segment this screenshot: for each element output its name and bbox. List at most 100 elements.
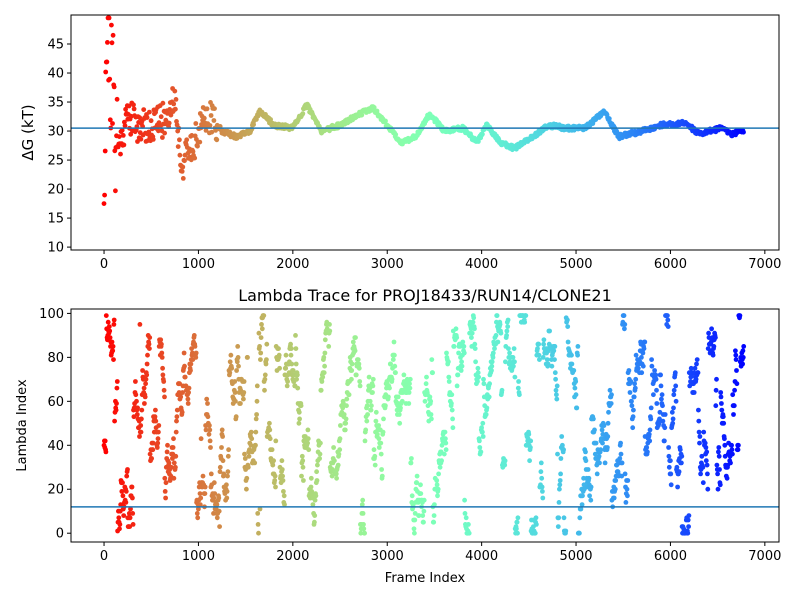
- lambda-point: [261, 313, 267, 318]
- lambda-point: [446, 379, 452, 384]
- lambda-point: [254, 412, 259, 417]
- lambda-point: [123, 489, 129, 494]
- lambda-point: [264, 341, 270, 347]
- lambda-point: [114, 385, 120, 391]
- lambda-point: [429, 416, 434, 422]
- lambda-point: [455, 372, 461, 378]
- lambda-point: [153, 418, 159, 424]
- lambda-point: [137, 434, 142, 439]
- lambda-point: [326, 344, 332, 349]
- lambda-point: [505, 317, 511, 323]
- lambda-point: [357, 383, 363, 389]
- lambda-point: [671, 405, 676, 411]
- delta-g-point: [171, 101, 177, 107]
- lambda-point: [740, 361, 745, 367]
- delta-g-point: [137, 115, 143, 121]
- lambda-point: [563, 528, 569, 534]
- lambda-point: [555, 524, 561, 529]
- delta-g-point: [116, 134, 122, 140]
- lambda-point: [283, 352, 289, 358]
- lambda-point: [253, 429, 259, 435]
- lambda-point: [729, 442, 734, 448]
- lambda-point: [704, 449, 710, 455]
- lambda-point: [272, 473, 278, 479]
- lambda-point: [174, 414, 180, 420]
- lambda-point: [322, 363, 327, 369]
- lambda-point: [375, 431, 380, 437]
- lambda-point: [583, 458, 589, 464]
- lambda-point: [657, 416, 662, 422]
- lambda-point: [505, 324, 511, 329]
- lambda-point: [356, 361, 362, 367]
- lambda-point: [225, 469, 231, 475]
- lambda-point: [575, 352, 580, 358]
- lambda-point: [461, 350, 467, 356]
- lambda-point: [494, 313, 500, 318]
- lambda-point: [555, 451, 560, 457]
- lambda-point: [359, 502, 365, 507]
- lambda-point: [490, 355, 496, 360]
- lambda-point: [503, 359, 508, 365]
- lambda-point: [378, 451, 384, 457]
- delta-g-point: [126, 103, 132, 109]
- lambda-point: [110, 344, 116, 349]
- lambda-point: [611, 495, 617, 501]
- lambda-point: [322, 350, 328, 356]
- lambda-point: [212, 491, 218, 496]
- lambda-point: [192, 344, 198, 349]
- lambda-point: [211, 480, 217, 486]
- lambda-point: [585, 467, 591, 472]
- lambda-point: [583, 449, 588, 455]
- delta-g-point: [197, 139, 203, 145]
- lambda-point: [186, 390, 192, 395]
- delta-g-point: [113, 188, 118, 194]
- lambda-point: [414, 480, 420, 486]
- y-tick-label: 10: [47, 241, 64, 256]
- lambda-point: [715, 471, 720, 477]
- lambda-point: [551, 348, 557, 354]
- lambda-x-ticks: 0 1000 2000 3000 4000 5000 6000 7000: [100, 542, 781, 564]
- lambda-point: [202, 491, 208, 496]
- lambda-point: [224, 489, 230, 494]
- lambda-point: [343, 420, 349, 426]
- lambda-point: [733, 348, 738, 354]
- lambda-point: [535, 346, 540, 351]
- lambda-point: [147, 335, 153, 340]
- lambda-point: [554, 383, 560, 389]
- lambda-point: [449, 392, 455, 398]
- lambda-point: [686, 524, 691, 529]
- lambda-point: [281, 493, 287, 499]
- lambda-point: [574, 405, 580, 411]
- lambda-point: [512, 374, 518, 380]
- lambda-point: [228, 352, 234, 358]
- lambda-point: [626, 368, 632, 373]
- lambda-point: [159, 355, 165, 360]
- lambda-point: [483, 412, 489, 417]
- lambda-point: [514, 519, 520, 525]
- delta-g-point: [102, 192, 107, 198]
- lambda-point: [511, 363, 516, 369]
- lambda-point: [731, 412, 736, 417]
- lambda-point: [424, 374, 429, 380]
- y-tick-label: 45: [47, 38, 64, 53]
- lambda-point: [161, 387, 167, 393]
- lambda-point: [245, 464, 251, 470]
- lambda-point: [662, 438, 667, 444]
- lambda-point: [343, 416, 349, 422]
- delta-g-point: [606, 116, 612, 121]
- lambda-point: [370, 390, 375, 395]
- lambda-point: [249, 436, 255, 442]
- lambda-point: [396, 412, 402, 417]
- lambda-point: [624, 486, 630, 492]
- lambda-point: [321, 355, 327, 360]
- lambda-point: [174, 418, 179, 424]
- lambda-point: [629, 403, 635, 409]
- lambda-point: [340, 405, 346, 411]
- lambda-point: [466, 530, 472, 536]
- lambda-point: [293, 361, 299, 367]
- lambda-point: [225, 453, 231, 459]
- lambda-point: [628, 379, 634, 384]
- lambda-point: [255, 522, 261, 527]
- lambda-point: [696, 407, 701, 413]
- lambda-point: [233, 414, 239, 420]
